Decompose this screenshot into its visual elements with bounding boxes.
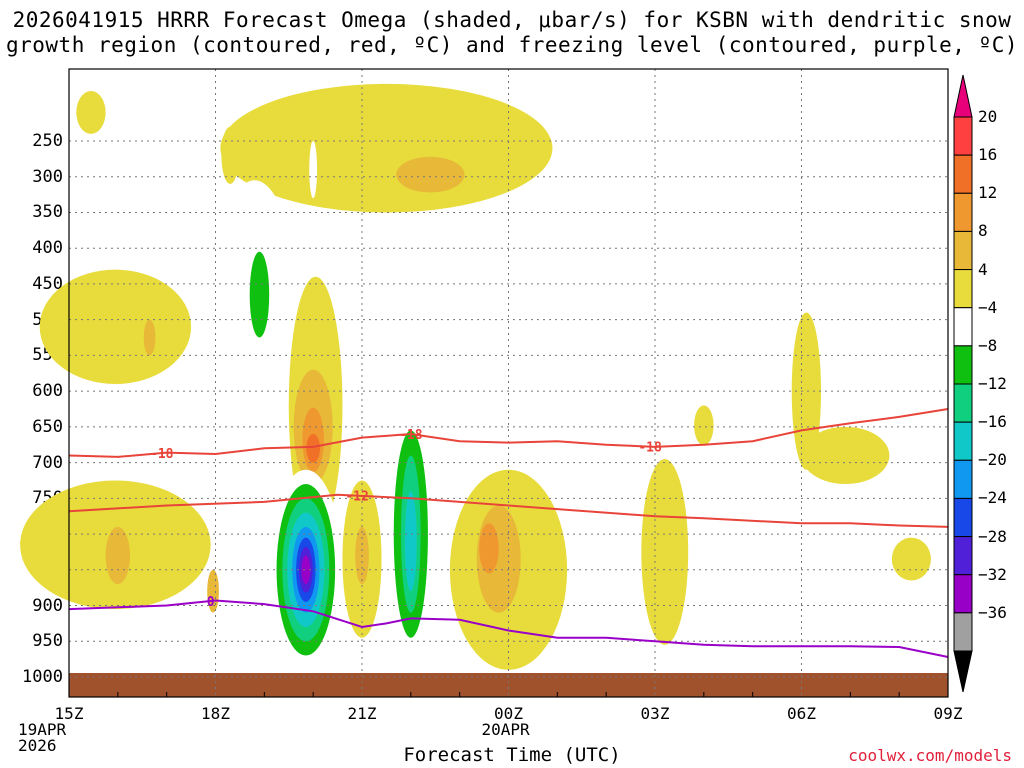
colorbar-bin-13 — [953, 612, 973, 652]
colorbar-bin-8 — [953, 421, 973, 461]
x-tick-21Z: 21Z — [347, 704, 377, 723]
omega-region-ab — [891, 537, 931, 581]
colorbar-top-arrow — [953, 74, 973, 118]
omega-region-y — [694, 405, 714, 446]
y-tick-450: 450 — [32, 273, 63, 294]
x-tick-06Z: 06Z — [787, 704, 816, 723]
colorbar-label-3: 8 — [978, 221, 988, 241]
grid-lines — [69, 69, 948, 697]
omega-shading — [20, 83, 931, 670]
x-date-label-1-0: 20APR — [481, 720, 530, 739]
chart-title-line-2: growth region (contoured, red, ºC) and f… — [5, 33, 1019, 57]
contour-line-2 — [68, 599, 949, 658]
omega-region-o — [364, 344, 399, 402]
colorbar-bin-10 — [953, 497, 973, 538]
omega-region-a — [76, 90, 106, 134]
colorbar-label-13: −36 — [978, 602, 1007, 622]
y-tick-400: 400 — [32, 238, 63, 259]
colorbar — [953, 74, 973, 693]
colorbar-bin-7 — [953, 383, 973, 423]
contour-line-1 — [68, 493, 949, 528]
colorbar-label-5: −4 — [978, 297, 998, 317]
omega-region-i — [309, 141, 318, 199]
colorbar-label-2: 12 — [978, 183, 998, 203]
colorbar-bin-9 — [953, 459, 973, 499]
colorbar-label-7: −12 — [978, 374, 1007, 393]
omega-region-e — [39, 269, 192, 384]
colorbar-bin-12 — [953, 574, 973, 614]
colorbar-bin-4 — [953, 269, 973, 309]
colorbar-bin-2 — [953, 192, 973, 232]
omega-region-aj — [301, 555, 311, 585]
colorbar-bin-6 — [953, 345, 973, 385]
colorbar-label-1: 16 — [978, 145, 998, 165]
x-tick-00Z: 00Z — [494, 704, 523, 723]
y-tick-900: 900 — [32, 595, 63, 616]
source-credit: coolwx.com/models — [848, 746, 1012, 765]
omega-region-h — [249, 251, 270, 338]
plot-frame — [68, 68, 949, 698]
omega-region-m — [306, 434, 321, 463]
contour-label-2-0: 0 — [207, 595, 215, 610]
omega-region-q — [105, 526, 131, 585]
contour-label-1-0: -12 — [345, 490, 368, 505]
y-tick-650: 650 — [32, 416, 63, 437]
omega-region-aa — [801, 426, 890, 485]
colorbar-label-6: −8 — [978, 335, 998, 355]
x-tick-09Z: 09Z — [933, 704, 963, 723]
x-axis-label: Forecast Time (UTC) — [403, 744, 621, 766]
omega-region-f — [143, 319, 156, 356]
temperature-contours: -18 -18 -18 -12 0 — [68, 408, 949, 658]
contour-line-0 — [68, 408, 949, 458]
omega-region-x — [641, 459, 689, 645]
y-tick-1000: 1000 — [22, 667, 63, 687]
y-tick-350: 350 — [32, 202, 63, 223]
y-tick-250: 250 — [32, 131, 63, 151]
colorbar-label-12: −32 — [978, 564, 1007, 584]
x-tick-03Z: 03Z — [640, 704, 670, 723]
colorbar-bin-0 — [953, 116, 973, 156]
x-tick-15Z: 15Z — [54, 704, 84, 723]
omega-region-d — [396, 156, 465, 193]
contour-label-0-1: -18 — [399, 428, 423, 443]
colorbar-bottom-arrow — [953, 650, 973, 693]
colorbar-label-4: 4 — [978, 259, 988, 279]
omega-region-w — [479, 523, 499, 574]
colorbar-label-0: 20 — [978, 107, 998, 126]
colorbar-bin-1 — [953, 154, 973, 194]
chart-title-line-1: 2026041915 HRRR Forecast Omega (shaded, … — [12, 8, 1012, 32]
y-tick-950: 950 — [32, 631, 63, 652]
contour-label-0-2: -18 — [638, 441, 662, 456]
y-tick-700: 700 — [32, 452, 63, 473]
y-tick-600: 600 — [32, 381, 63, 402]
colorbar-label-9: −20 — [978, 450, 1007, 470]
x-date-label-0-0: 19APR — [18, 720, 67, 739]
colorbar-bin-3 — [953, 230, 973, 271]
x-tick-18Z: 18Z — [201, 704, 230, 723]
omega-region-an — [404, 491, 417, 592]
colorbar-bin-5 — [953, 307, 973, 347]
colorbar-bin-11 — [953, 536, 973, 576]
colorbar-label-11: −28 — [978, 526, 1007, 546]
omega-region-c — [220, 83, 553, 213]
y-tick-300: 300 — [32, 166, 63, 187]
colorbar-label-10: −24 — [978, 488, 1007, 508]
x-date-label-0-1: 2026 — [18, 736, 57, 755]
contour-label-0-0: -18 — [150, 447, 174, 462]
colorbar-label-8: −16 — [978, 412, 1007, 432]
